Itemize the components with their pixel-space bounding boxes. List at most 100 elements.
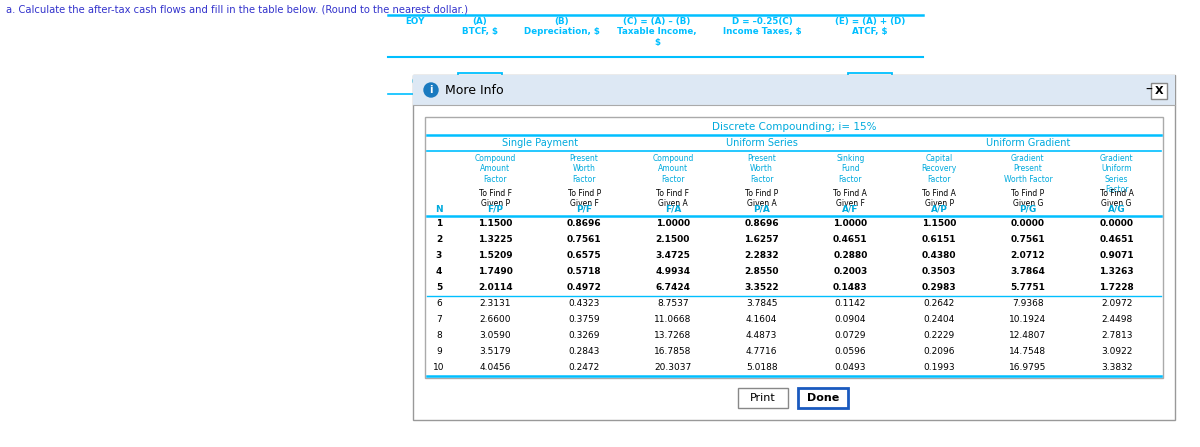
Text: (E) = (A) + (D)
ATCF, $: (E) = (A) + (D) ATCF, $ <box>835 17 905 36</box>
Text: Gradient
Uniform
Series
Factor: Gradient Uniform Series Factor <box>1100 154 1134 194</box>
Text: i: i <box>430 85 433 95</box>
Text: 5: 5 <box>436 283 442 292</box>
Text: 0.0596: 0.0596 <box>834 347 866 357</box>
FancyBboxPatch shape <box>458 73 502 91</box>
Text: 0.0000: 0.0000 <box>1010 219 1045 228</box>
Text: 0.9071: 0.9071 <box>1099 252 1134 261</box>
Text: 0.7561: 0.7561 <box>1010 236 1045 245</box>
Text: 0.4651: 0.4651 <box>833 236 868 245</box>
Text: 1.7228: 1.7228 <box>1099 283 1134 292</box>
Text: 20.3037: 20.3037 <box>654 363 691 372</box>
Text: Done: Done <box>806 393 839 403</box>
Text: Single Payment: Single Payment <box>502 138 578 148</box>
Text: A/G: A/G <box>1108 204 1126 214</box>
Text: 7.9368: 7.9368 <box>1012 299 1044 308</box>
FancyBboxPatch shape <box>413 75 1175 105</box>
Text: 2.7813: 2.7813 <box>1100 332 1133 341</box>
Text: 0.3759: 0.3759 <box>569 316 600 325</box>
Text: 0.4972: 0.4972 <box>566 283 601 292</box>
Text: 7: 7 <box>436 316 442 325</box>
Text: —: — <box>650 75 664 89</box>
Text: 1.6257: 1.6257 <box>744 236 779 245</box>
Text: 11.0668: 11.0668 <box>654 316 691 325</box>
Text: P/A: P/A <box>754 204 770 214</box>
Text: 8.7537: 8.7537 <box>658 299 689 308</box>
Text: 5.0188: 5.0188 <box>746 363 778 372</box>
FancyBboxPatch shape <box>1151 83 1166 99</box>
Text: 3.5179: 3.5179 <box>480 347 511 357</box>
Text: 2.0712: 2.0712 <box>1010 252 1045 261</box>
Text: Uniform Series: Uniform Series <box>726 138 798 148</box>
Text: 9: 9 <box>436 347 442 357</box>
Text: 2.6600: 2.6600 <box>480 316 511 325</box>
Text: 0.0000: 0.0000 <box>1099 219 1134 228</box>
Text: 1.5209: 1.5209 <box>478 252 512 261</box>
Text: Gradient
Present
Worth Factor: Gradient Present Worth Factor <box>1003 154 1052 184</box>
Text: 0.2472: 0.2472 <box>569 363 600 372</box>
Text: P/F: P/F <box>576 204 592 214</box>
Text: 0.2642: 0.2642 <box>924 299 955 308</box>
Text: Present
Worth
Factor: Present Worth Factor <box>570 154 599 184</box>
Text: a. Calculate the after-tax cash flows and fill in the table below. (Round to the: a. Calculate the after-tax cash flows an… <box>6 4 468 14</box>
FancyBboxPatch shape <box>798 388 848 408</box>
Text: 3.0590: 3.0590 <box>480 332 511 341</box>
Text: 0.0904: 0.0904 <box>835 316 866 325</box>
FancyBboxPatch shape <box>738 388 788 408</box>
Text: 0.0493: 0.0493 <box>835 363 866 372</box>
Text: 1: 1 <box>436 219 442 228</box>
Text: P/G: P/G <box>1019 204 1037 214</box>
Text: Print: Print <box>750 393 776 403</box>
Text: 6: 6 <box>436 299 442 308</box>
Text: 0.8696: 0.8696 <box>744 219 779 228</box>
Text: 4.9934: 4.9934 <box>655 267 690 277</box>
Text: 2.3131: 2.3131 <box>480 299 511 308</box>
Text: 0.7561: 0.7561 <box>566 236 601 245</box>
Text: 0.4323: 0.4323 <box>569 299 600 308</box>
Text: (B)
Depreciation, $: (B) Depreciation, $ <box>524 17 600 36</box>
Text: To Find P
Given F: To Find P Given F <box>568 189 601 208</box>
Text: To Find P
Given G: To Find P Given G <box>1012 189 1044 208</box>
FancyBboxPatch shape <box>848 73 892 91</box>
Text: Discrete Compounding; i= 15%: Discrete Compounding; i= 15% <box>712 122 876 132</box>
Text: To Find A
Given F: To Find A Given F <box>834 189 868 208</box>
Text: To Find F
Given P: To Find F Given P <box>479 189 512 208</box>
FancyBboxPatch shape <box>425 117 1163 378</box>
Text: 8: 8 <box>436 332 442 341</box>
Text: Uniform Gradient: Uniform Gradient <box>985 138 1070 148</box>
Text: 0.0729: 0.0729 <box>835 332 866 341</box>
Text: 4: 4 <box>436 267 442 277</box>
Text: 12.4807: 12.4807 <box>1009 332 1046 341</box>
Text: X: X <box>1154 86 1163 96</box>
Text: 0: 0 <box>412 77 419 87</box>
Text: 1.3225: 1.3225 <box>478 236 512 245</box>
Text: 10: 10 <box>433 363 445 372</box>
Text: 1.3263: 1.3263 <box>1099 267 1134 277</box>
Text: Present
Worth
Factor: Present Worth Factor <box>748 154 776 184</box>
Text: 1.0000: 1.0000 <box>833 219 868 228</box>
Text: To Find A
Given P: To Find A Given P <box>922 189 956 208</box>
Text: N: N <box>436 204 443 214</box>
Text: 3.3832: 3.3832 <box>1100 363 1133 372</box>
Text: 2.8550: 2.8550 <box>744 267 779 277</box>
Text: 4.7716: 4.7716 <box>746 347 778 357</box>
Text: 0.3503: 0.3503 <box>922 267 956 277</box>
Text: 4.1604: 4.1604 <box>746 316 778 325</box>
Text: D = –0.25(C)
Income Taxes, $: D = –0.25(C) Income Taxes, $ <box>722 17 802 36</box>
Text: 0.8696: 0.8696 <box>566 219 601 228</box>
Text: 0.2880: 0.2880 <box>833 252 868 261</box>
Text: 0.2003: 0.2003 <box>833 267 868 277</box>
Text: 0.6575: 0.6575 <box>566 252 601 261</box>
Text: 3.4725: 3.4725 <box>655 252 690 261</box>
Text: EOY: EOY <box>406 17 425 26</box>
Text: 4.0456: 4.0456 <box>480 363 511 372</box>
Text: 6.7424: 6.7424 <box>655 283 690 292</box>
Text: 16.7858: 16.7858 <box>654 347 691 357</box>
Text: 0.2229: 0.2229 <box>924 332 955 341</box>
Text: 0.2096: 0.2096 <box>923 347 955 357</box>
Text: F/A: F/A <box>665 204 682 214</box>
Text: 3: 3 <box>436 252 442 261</box>
Text: (A)
BTCF, $: (A) BTCF, $ <box>462 17 498 36</box>
Text: To Find A
Given G: To Find A Given G <box>1099 189 1134 208</box>
Text: 0.5718: 0.5718 <box>566 267 601 277</box>
Text: 2.0114: 2.0114 <box>478 283 512 292</box>
